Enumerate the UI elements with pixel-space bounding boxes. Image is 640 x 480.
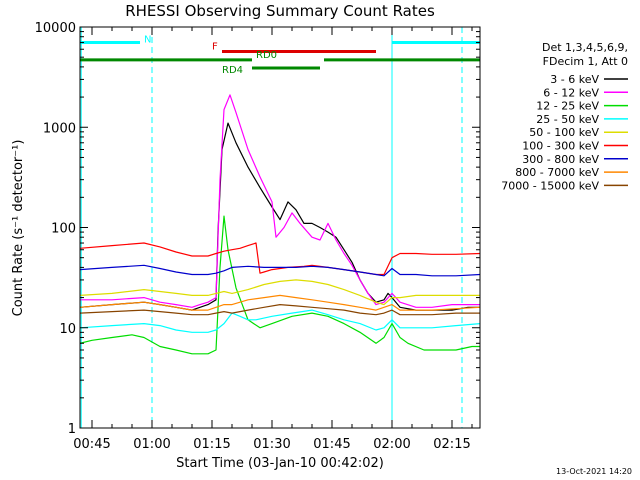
legend-header-line-2: FDecim 1, Att 0: [543, 55, 628, 68]
legend-label-25-50-kev: 25 - 50 keV: [536, 113, 599, 126]
legend-label-800-7000-kev: 800 - 7000 keV: [515, 166, 599, 179]
state-bars: N F RD0 RD4: [80, 35, 480, 76]
legend-header-line-1: Det 1,3,4,5,6,9,: [542, 41, 628, 54]
legend: Det 1,3,4,5,6,9, FDecim 1, Att 0 3 - 6 k…: [501, 41, 628, 192]
x-tick-label: 02:00: [373, 437, 410, 452]
x-tick-label: 02:15: [433, 437, 470, 452]
series-line-800-7000-kev: [80, 294, 480, 311]
series-line-7000-15000-kev: [80, 304, 480, 316]
x-tick-label: 01:15: [193, 437, 230, 452]
legend-label-100-300-kev: 100 - 300 keV: [522, 140, 599, 153]
state-bar-label-n: N: [144, 35, 151, 46]
legend-label-6-12-kev: 6 - 12 keV: [543, 86, 599, 99]
footer-timestamp: 13-Oct-2021 14:20: [556, 467, 632, 476]
series-line-50-100-kev: [80, 279, 480, 306]
legend-label-7000-15000-kev: 7000 - 15000 keV: [501, 179, 599, 192]
y-axis-label: Count Rate (s⁻¹ detector⁻¹): [11, 140, 26, 317]
series-line-12-25-kev: [80, 215, 480, 355]
x-tick-label: 01:00: [133, 437, 170, 452]
series-line-3-6-kev: [80, 122, 480, 311]
series-line-25-50-kev: [80, 309, 480, 333]
series-line-100-300-kev: [80, 242, 480, 276]
y-tick-label: 1: [68, 422, 76, 437]
legend-label-12-25-kev: 12 - 25 keV: [536, 100, 599, 113]
y-tick-label: 10000: [35, 21, 76, 36]
x-tick-label: 01:30: [253, 437, 290, 452]
y-tick-label: 10: [59, 322, 76, 337]
legend-label-300-800-kev: 300 - 800 keV: [522, 153, 599, 166]
x-tick-label: 01:45: [313, 437, 350, 452]
plot-frame: [79, 26, 481, 429]
legend-label-3-6-kev: 3 - 6 keV: [550, 73, 599, 86]
y-tick-label: 100: [51, 222, 76, 237]
series-line-6-12-kev: [80, 94, 480, 308]
axes: 1 10 100 1000 10000 00:45 01:00 01:15 01:30 01:45…: [35, 21, 480, 452]
x-axis-label: Start Time (03-Jan-10 00:42:02): [176, 456, 384, 471]
vertical-markers: [80, 27, 463, 428]
x-tick-label: 00:45: [73, 437, 110, 452]
state-bar-label-rd0: RD0: [256, 50, 277, 61]
series-line-300-800-kev: [80, 264, 480, 277]
series-lines: [80, 94, 480, 355]
state-bar-label-f: F: [212, 41, 218, 52]
chart-title: RHESSI Observing Summary Count Rates: [125, 2, 435, 20]
legend-label-50-100-kev: 50 - 100 keV: [529, 126, 599, 139]
state-bar-label-rd4: RD4: [222, 65, 243, 76]
y-tick-label: 1000: [43, 121, 76, 136]
